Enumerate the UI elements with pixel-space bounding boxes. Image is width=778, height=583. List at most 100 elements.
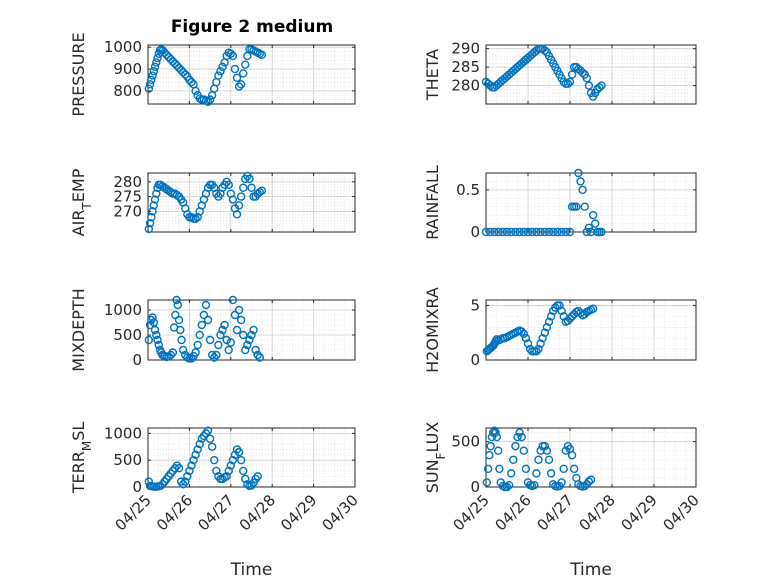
data-point bbox=[536, 339, 545, 348]
data-point bbox=[582, 73, 591, 83]
data-point bbox=[218, 62, 227, 72]
data-point bbox=[144, 84, 154, 93]
data-point bbox=[255, 353, 264, 362]
data-point bbox=[150, 325, 160, 335]
data-point bbox=[187, 354, 196, 363]
data-point bbox=[523, 227, 533, 237]
data-point bbox=[540, 328, 549, 337]
data-point bbox=[152, 58, 161, 67]
data-point bbox=[570, 464, 579, 474]
data-point bbox=[181, 70, 190, 79]
data-point bbox=[253, 472, 262, 481]
axes-box bbox=[147, 427, 356, 488]
data-point bbox=[586, 227, 596, 237]
data-point bbox=[228, 195, 238, 204]
data-point bbox=[214, 340, 223, 350]
data-point bbox=[517, 432, 526, 442]
data-point bbox=[154, 340, 163, 350]
data-point bbox=[557, 227, 566, 237]
y-tick-label: 1000 bbox=[104, 424, 142, 442]
data-point bbox=[247, 330, 256, 340]
data-point bbox=[251, 345, 260, 355]
data-point bbox=[542, 323, 552, 332]
axes-box bbox=[485, 299, 697, 361]
data-point bbox=[255, 187, 264, 197]
axes-box bbox=[147, 44, 356, 105]
y-axis-label: PRESSURE bbox=[69, 32, 88, 116]
data-point bbox=[559, 464, 568, 474]
data-point bbox=[532, 347, 541, 356]
data-point bbox=[177, 335, 186, 345]
data-point bbox=[153, 335, 162, 345]
data-point bbox=[191, 348, 200, 357]
x-axis-label: Time bbox=[569, 560, 612, 580]
data-point bbox=[546, 469, 556, 478]
data-point bbox=[561, 227, 570, 237]
data-point bbox=[236, 80, 246, 89]
data-point bbox=[172, 295, 181, 305]
y-tick-label: 800 bbox=[113, 82, 142, 100]
data-point bbox=[176, 325, 185, 335]
data-point bbox=[166, 55, 175, 64]
data-point bbox=[586, 475, 596, 484]
data-point bbox=[232, 210, 242, 219]
data-point bbox=[513, 432, 522, 442]
data-point bbox=[239, 69, 248, 78]
data-point bbox=[597, 227, 606, 237]
data-point bbox=[226, 49, 236, 58]
data-point bbox=[187, 77, 196, 87]
data-point bbox=[507, 227, 516, 237]
data-point bbox=[152, 189, 161, 198]
data-point bbox=[243, 340, 252, 350]
x-tick-label: 04/30 bbox=[660, 491, 703, 534]
x-tick-label: 04/25 bbox=[112, 491, 155, 534]
data-point bbox=[203, 315, 213, 325]
y-axis-label: H2OMIXRA bbox=[423, 287, 442, 373]
data-point bbox=[530, 480, 539, 490]
data-point bbox=[565, 77, 575, 87]
data-point bbox=[483, 464, 493, 474]
data-point bbox=[195, 330, 204, 340]
data-point bbox=[232, 73, 242, 82]
data-point bbox=[239, 183, 248, 192]
data-point bbox=[247, 183, 256, 192]
data-point bbox=[507, 469, 516, 478]
data-point bbox=[230, 450, 240, 460]
data-point bbox=[495, 464, 504, 474]
data-point bbox=[222, 472, 231, 481]
data-point bbox=[578, 68, 587, 77]
y-axis-label-rest: EMP bbox=[69, 168, 88, 202]
data-point bbox=[234, 305, 244, 315]
data-point bbox=[536, 227, 545, 237]
data-point bbox=[249, 325, 258, 335]
data-point bbox=[544, 317, 554, 327]
data-point bbox=[172, 61, 182, 70]
data-point bbox=[563, 79, 573, 88]
data-point bbox=[222, 335, 231, 345]
y-tick-label: 290 bbox=[451, 40, 480, 58]
data-point bbox=[172, 190, 182, 200]
x-tick-label: 04/28 bbox=[576, 491, 619, 534]
data-point bbox=[144, 224, 154, 234]
data-point bbox=[230, 64, 240, 74]
data-point bbox=[168, 57, 178, 66]
data-point bbox=[187, 213, 196, 222]
y-tick-label: 500 bbox=[113, 451, 142, 469]
data-point bbox=[224, 180, 233, 190]
data-point bbox=[234, 447, 244, 457]
data-point bbox=[197, 320, 207, 330]
data-point bbox=[168, 348, 178, 357]
data-point bbox=[148, 313, 157, 322]
y-tick-label: 0 bbox=[470, 351, 480, 369]
data-point bbox=[494, 227, 503, 237]
y-tick-label: 0.5 bbox=[456, 181, 480, 199]
y-axis-label: SUNFLUX bbox=[423, 422, 448, 494]
data-point bbox=[148, 207, 157, 216]
data-point bbox=[555, 301, 564, 310]
data-point bbox=[574, 306, 583, 316]
data-point bbox=[511, 227, 520, 237]
data-point bbox=[166, 350, 175, 360]
data-point bbox=[226, 461, 236, 470]
